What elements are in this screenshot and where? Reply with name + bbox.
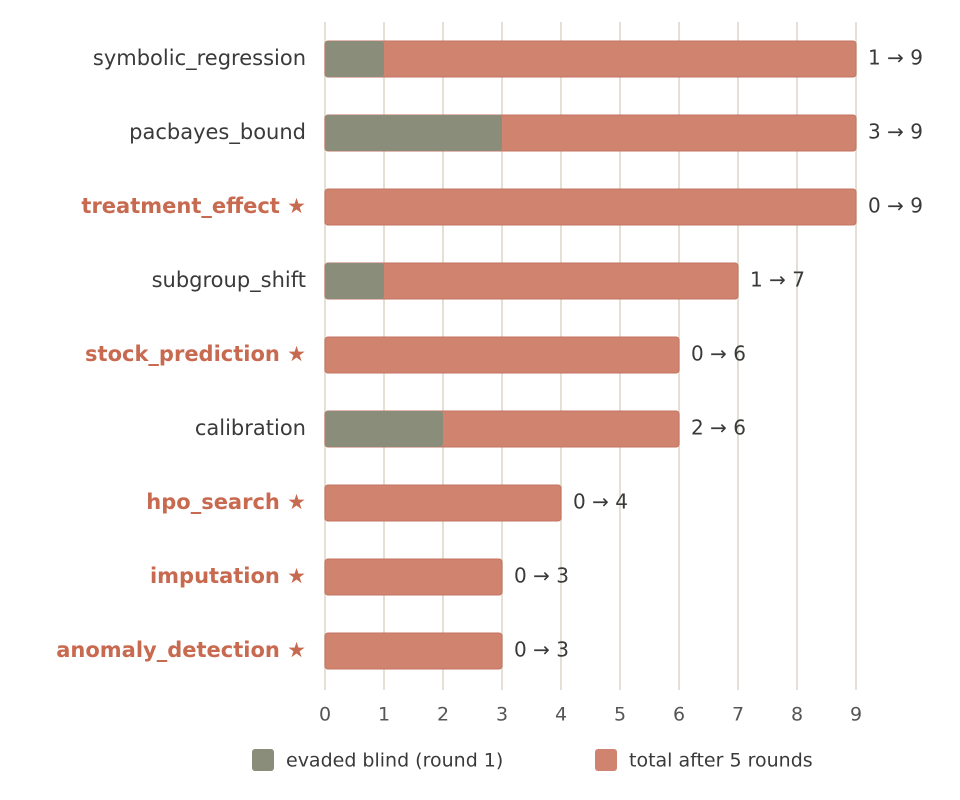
bar — [324, 632, 503, 670]
legend-label: total after 5 rounds — [629, 750, 813, 772]
x-tick-label: 2 — [437, 704, 449, 726]
x-tick-label: 3 — [496, 704, 508, 726]
value-label: 1 → 7 — [750, 268, 805, 292]
legend-swatch — [595, 749, 617, 771]
bar — [325, 115, 502, 151]
x-tick-label: 7 — [732, 704, 744, 726]
x-tick-label: 6 — [673, 704, 685, 726]
value-label: 0 → 9 — [868, 194, 923, 218]
y-tick-label: subgroup_shift — [152, 268, 306, 293]
x-tick-label: 4 — [555, 704, 567, 726]
value-label: 2 → 6 — [691, 416, 746, 440]
bar — [324, 336, 680, 374]
x-tick-label: 0 — [319, 704, 331, 726]
y-tick-label: imputation ★ — [150, 564, 306, 588]
y-tick-label: pacbayes_bound — [129, 120, 306, 145]
value-label: 1 → 9 — [868, 46, 923, 70]
x-tick-label: 9 — [850, 704, 862, 726]
value-label: 0 → 3 — [514, 638, 569, 662]
bar — [324, 262, 739, 300]
x-tick-label: 1 — [378, 704, 390, 726]
bar — [324, 40, 857, 78]
x-tick-label: 5 — [614, 704, 626, 726]
x-tick-label: 8 — [791, 704, 803, 726]
y-tick-label: treatment_effect ★ — [81, 194, 306, 218]
bar — [325, 41, 384, 77]
value-label: 0 → 4 — [573, 490, 628, 514]
value-label: 0 → 3 — [514, 564, 569, 588]
y-tick-label: anomaly_detection ★ — [56, 638, 306, 662]
bar — [325, 411, 443, 447]
y-tick-label: symbolic_regression — [93, 46, 306, 71]
legend-label: evaded blind (round 1) — [286, 750, 503, 772]
y-tick-label: stock_prediction ★ — [85, 342, 306, 366]
y-tick-label: hpo_search ★ — [146, 490, 306, 514]
legend-swatch — [252, 749, 274, 771]
value-label: 3 → 9 — [868, 120, 923, 144]
bar — [325, 263, 384, 299]
bar — [324, 188, 857, 226]
value-label: 0 → 6 — [691, 342, 746, 366]
bar — [324, 484, 562, 522]
bar — [324, 558, 503, 596]
y-tick-label: calibration — [195, 416, 306, 440]
